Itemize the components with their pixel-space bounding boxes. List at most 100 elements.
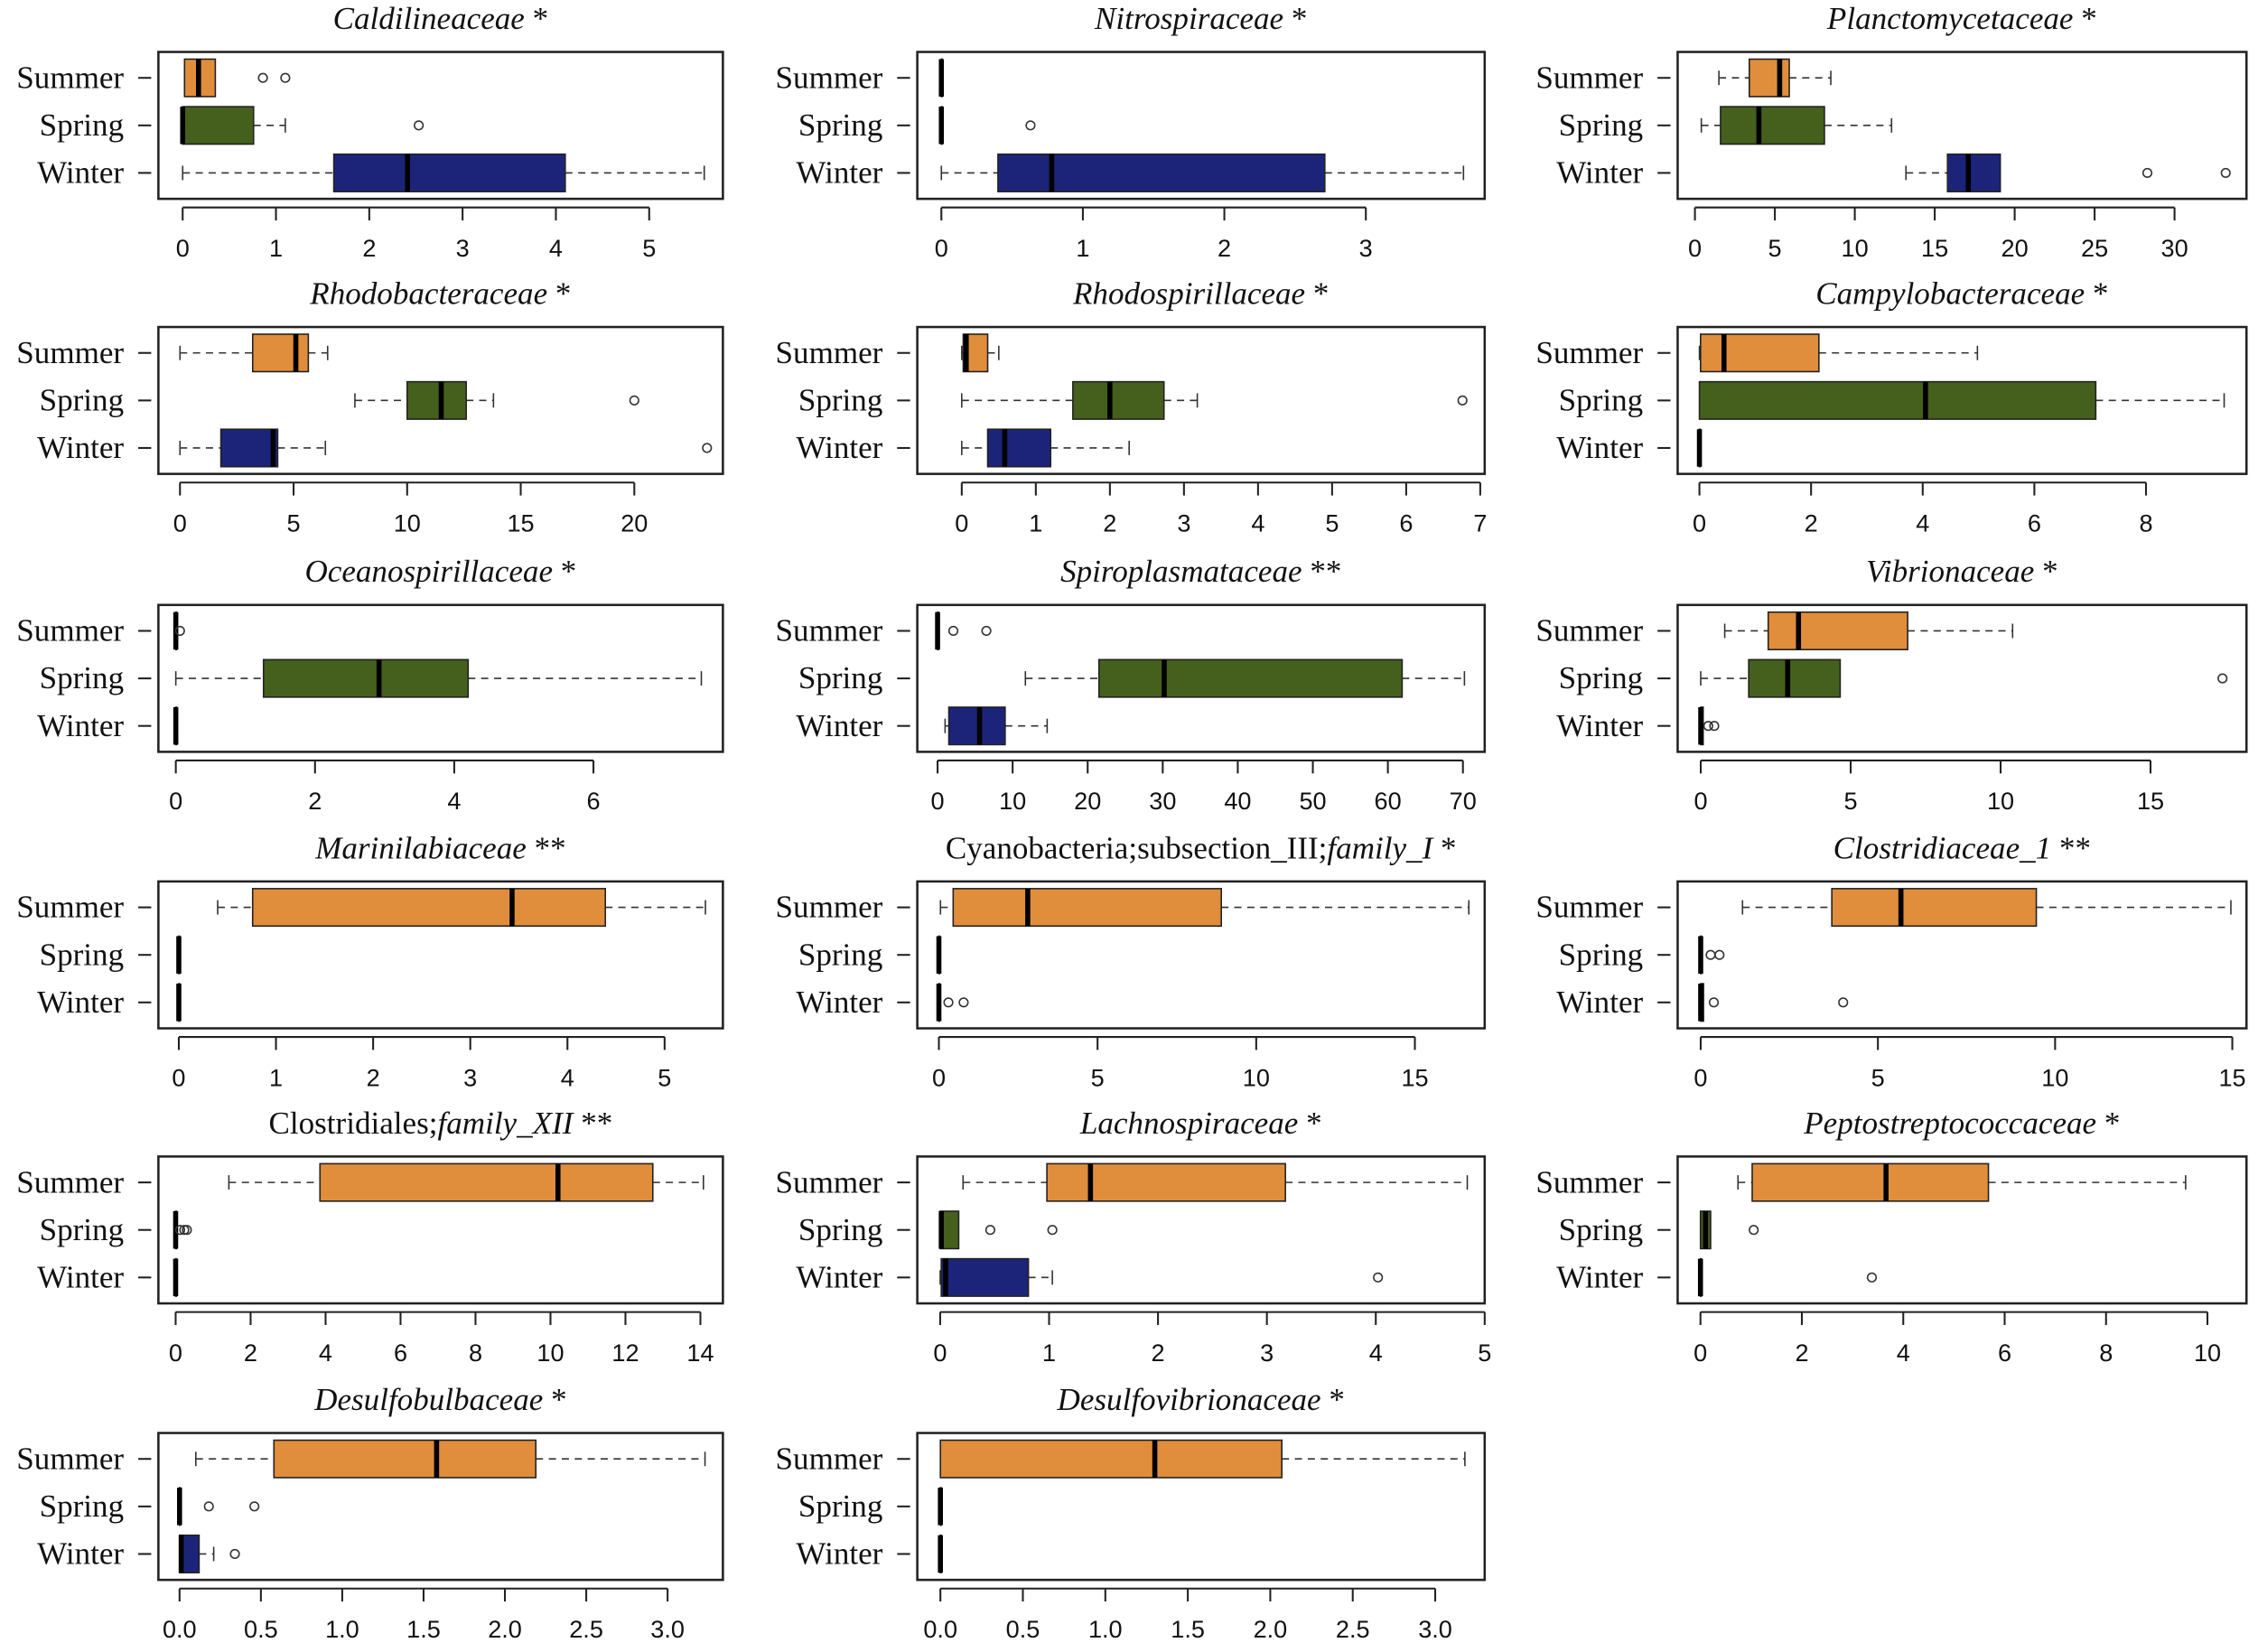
x-tick-label: 1.5 [1171, 1615, 1205, 1643]
outlier-point [1709, 721, 1720, 732]
title-title-italic: Oceanospirillaceae [304, 554, 553, 589]
plot-frame [157, 1432, 724, 1582]
iqr-box-winter [332, 153, 566, 192]
x-tick-label: 3 [1177, 509, 1190, 537]
x-tick-label: 0.0 [923, 1615, 957, 1643]
boxplot-panel: Lachnospiraceae * 0 1 2 3 4 5 Summer Spring Winte… [776, 1106, 1492, 1367]
x-tick-label: 2.5 [1336, 1615, 1370, 1643]
title-title-italic: Nitrospiraceae [1094, 1, 1283, 36]
outlier-point [1373, 1272, 1384, 1283]
x-tick-label: 10 [2194, 1339, 2221, 1367]
outlier-point [174, 1225, 186, 1236]
x-tick-label: 25 [2081, 234, 2108, 262]
title-title-italic: Marinilabiaceae [314, 830, 527, 865]
x-tick-label: 50 [1299, 787, 1326, 815]
category-label: Winter [37, 430, 124, 465]
panel-title: Clostridiales;family_XII ** [268, 1106, 612, 1141]
title-stars: * [547, 276, 571, 312]
boxplot-panel: Rhodospirillaceae * 0 1 2 3 4 5 6 7 Summer Spring W… [776, 276, 1488, 537]
category-label: Winter [37, 985, 124, 1020]
x-tick-label: 5 [286, 509, 300, 537]
x-tick-label: 2 [362, 234, 376, 262]
outlier-point [1866, 1272, 1878, 1283]
x-tick-label: 0 [172, 1063, 185, 1091]
x-tick-label: 5 [1478, 1339, 1491, 1367]
category-label: Spring [1559, 383, 1644, 418]
x-tick-label: 3 [1359, 234, 1373, 262]
panel-title: Peptostreptococcaceae * [1803, 1106, 2120, 1141]
category-label: Summer [16, 1164, 124, 1199]
x-tick-label: 1.0 [1088, 1615, 1123, 1643]
boxplot-panel: Marinilabiaceae ** 0 1 2 3 4 5 Summer Spring Wint… [16, 830, 724, 1091]
outlier-point [629, 395, 639, 406]
x-tick-label: 4 [319, 1339, 332, 1367]
title-stars: * [2096, 1106, 2120, 1141]
title-title-italic: Caldilineaceae [333, 1, 525, 36]
x-tick-label: 0 [176, 234, 190, 262]
x-tick-label: 6 [2028, 509, 2041, 537]
x-tick-label: 0.0 [163, 1615, 197, 1643]
iqr-box-spring [1698, 380, 2097, 420]
x-tick-label: 5 [1843, 787, 1857, 815]
category-label: Spring [40, 937, 125, 972]
category-label: Spring [40, 1212, 125, 1247]
x-tick-label: 0 [1694, 1339, 1707, 1367]
category-label: Summer [776, 1441, 883, 1476]
outlier-point [414, 120, 425, 131]
boxplot-panel: Campylobacteraceae * 0 2 4 6 8 Summer Spring Win… [1535, 276, 2248, 537]
x-tick-label: 5 [1091, 1063, 1105, 1091]
title-title-italic: Desulfovibrionaceae [1057, 1382, 1321, 1417]
outlier-point [947, 625, 959, 637]
category-label: Winter [796, 430, 882, 465]
category-label: Winter [1556, 430, 1643, 465]
plot-frame [916, 1432, 1487, 1582]
x-tick-label: 5 [1871, 1063, 1885, 1091]
x-tick-label: 15 [1401, 1063, 1428, 1091]
iqr-box-spring [262, 658, 470, 698]
category-label: Winter [796, 985, 882, 1020]
x-tick-label: 0 [932, 1063, 946, 1091]
iqr-box-summer [273, 1439, 537, 1479]
boxplot-panel: Desulfovibrionaceae * 0.0 0.5 1.0 1.5 2.0 2.5 3… [776, 1382, 1487, 1643]
plot-frame [157, 1155, 724, 1305]
x-tick-label: 4 [1369, 1339, 1383, 1367]
category-label: Summer [1535, 1164, 1643, 1199]
x-tick-label: 2.5 [569, 1615, 603, 1643]
iqr-box-spring [1748, 658, 1842, 698]
x-tick-label: 2 [1795, 1339, 1808, 1367]
plot-frame [1676, 325, 2248, 475]
boxplot-panel: Planctomycetaceae * 0 5 10 15 20 25 30 Summer Spr… [1535, 1, 2248, 262]
x-tick-label: 2 [1805, 509, 1818, 537]
title-title-italic: Campylobacteraceae [1815, 276, 2085, 312]
category-label: Winter [796, 1260, 882, 1295]
category-label: Spring [1559, 937, 1644, 972]
title-stars: * [1283, 1, 1307, 36]
iqr-box-spring [182, 106, 255, 145]
category-label: Summer [776, 613, 883, 649]
plot-frame [916, 603, 1487, 753]
title-stars: ** [573, 1106, 612, 1141]
outlier-point [182, 1225, 192, 1236]
x-tick-label: 4 [549, 234, 563, 262]
plot-frame [916, 880, 1487, 1030]
category-label: Winter [1556, 985, 1643, 1020]
x-tick-label: 0 [169, 787, 182, 815]
x-tick-label: 6 [1998, 1339, 2011, 1367]
category-label: Winter [796, 155, 882, 191]
x-tick-label: 15 [2137, 787, 2164, 815]
iqr-box-summer [952, 888, 1223, 928]
title-stars: * [543, 1382, 566, 1417]
outlier-point [179, 1225, 190, 1236]
x-tick-label: 1.0 [325, 1615, 359, 1643]
boxplot-panel: Vibrionaceae * 0 5 10 15 Summer Spring Winter [1535, 554, 2248, 815]
iqr-box-summer [251, 333, 310, 373]
boxplot-panel: Nitrospiraceae * 0 1 2 3 Summer Spring Winter [776, 1, 1487, 262]
category-label: Summer [776, 60, 883, 95]
plot-frame [916, 1155, 1487, 1305]
outlier-point [257, 72, 268, 83]
title-stars: * [1432, 830, 1456, 865]
iqr-box-winter [219, 428, 279, 468]
x-tick-label: 2 [1103, 509, 1116, 537]
x-tick-label: 0 [1694, 787, 1707, 815]
x-tick-label: 0 [935, 234, 948, 262]
